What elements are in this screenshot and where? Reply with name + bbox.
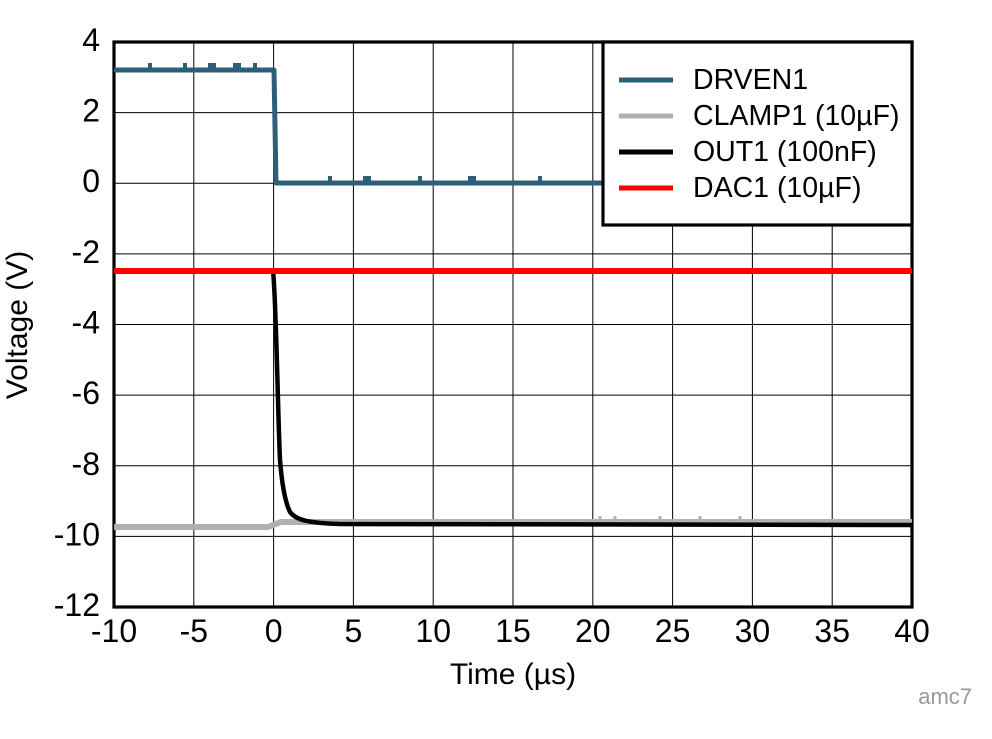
svg-text:40: 40 xyxy=(894,613,930,649)
svg-text:-8: -8 xyxy=(72,446,100,482)
svg-text:amc7: amc7 xyxy=(918,684,972,709)
svg-text:Voltage (V): Voltage (V) xyxy=(1,251,34,399)
svg-text:-6: -6 xyxy=(72,375,100,411)
svg-text:-5: -5 xyxy=(180,613,208,649)
svg-text:-2: -2 xyxy=(72,234,100,270)
svg-text:0: 0 xyxy=(265,613,283,649)
svg-text:20: 20 xyxy=(575,613,611,649)
svg-text:5: 5 xyxy=(345,613,363,649)
svg-text:-10: -10 xyxy=(54,516,100,552)
svg-text:DAC1 (10µF): DAC1 (10µF) xyxy=(693,172,861,204)
svg-text:35: 35 xyxy=(814,613,850,649)
svg-text:30: 30 xyxy=(735,613,771,649)
svg-text:Time (µs): Time (µs) xyxy=(450,658,576,691)
svg-text:DRVEN1: DRVEN1 xyxy=(693,64,808,96)
svg-text:15: 15 xyxy=(495,613,531,649)
svg-text:-10: -10 xyxy=(91,613,137,649)
svg-text:0: 0 xyxy=(82,163,100,199)
svg-text:-4: -4 xyxy=(72,305,100,341)
svg-text:CLAMP1 (10µF): CLAMP1 (10µF) xyxy=(693,100,899,132)
svg-text:10: 10 xyxy=(415,613,451,649)
svg-text:25: 25 xyxy=(655,613,691,649)
svg-text:OUT1 (100nF): OUT1 (100nF) xyxy=(693,136,877,168)
svg-text:2: 2 xyxy=(82,93,100,129)
svg-text:4: 4 xyxy=(82,22,100,58)
